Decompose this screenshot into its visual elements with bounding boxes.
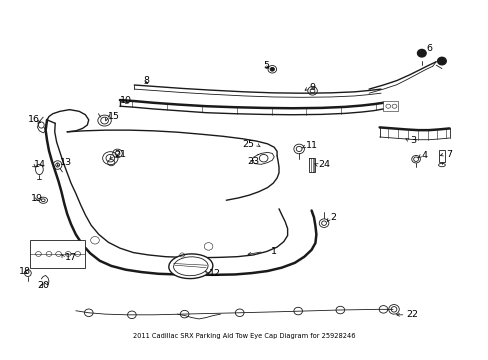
Text: 15: 15 [108, 112, 120, 121]
Text: 21: 21 [114, 150, 126, 159]
Text: 9: 9 [308, 83, 315, 92]
Ellipse shape [269, 67, 274, 71]
Text: 3: 3 [409, 136, 415, 145]
Text: 20: 20 [38, 281, 49, 290]
Text: 7: 7 [445, 150, 451, 158]
Text: 16: 16 [28, 115, 40, 125]
Text: 13: 13 [60, 158, 72, 167]
Text: 11: 11 [305, 141, 317, 150]
Text: 22: 22 [406, 310, 418, 319]
Text: 5: 5 [263, 60, 269, 70]
Text: 17: 17 [64, 253, 77, 262]
Ellipse shape [319, 219, 328, 228]
Text: 6: 6 [426, 44, 432, 53]
Text: 10: 10 [120, 95, 132, 104]
Ellipse shape [411, 156, 420, 163]
Ellipse shape [437, 57, 446, 65]
Text: 2: 2 [330, 213, 336, 222]
Text: 8: 8 [143, 76, 149, 85]
Bar [383, 101, 397, 111]
Polygon shape [252, 152, 274, 164]
Text: 24: 24 [318, 160, 330, 169]
Ellipse shape [417, 49, 425, 57]
Ellipse shape [168, 254, 212, 279]
Polygon shape [308, 158, 315, 172]
Text: 19: 19 [31, 194, 43, 203]
Text: 1: 1 [270, 247, 276, 256]
Text: 18: 18 [19, 266, 31, 275]
Bar [438, 150, 445, 162]
Text: 4: 4 [421, 151, 427, 160]
Text: 2011 Cadillac SRX Parking Aid Tow Eye Cap Diagram for 25928246: 2011 Cadillac SRX Parking Aid Tow Eye Ca… [133, 333, 355, 339]
Bar [30, 240, 85, 267]
Text: 12: 12 [208, 269, 220, 278]
Text: 25: 25 [242, 140, 254, 149]
Text: 23: 23 [246, 157, 259, 166]
Text: 14: 14 [34, 160, 45, 169]
